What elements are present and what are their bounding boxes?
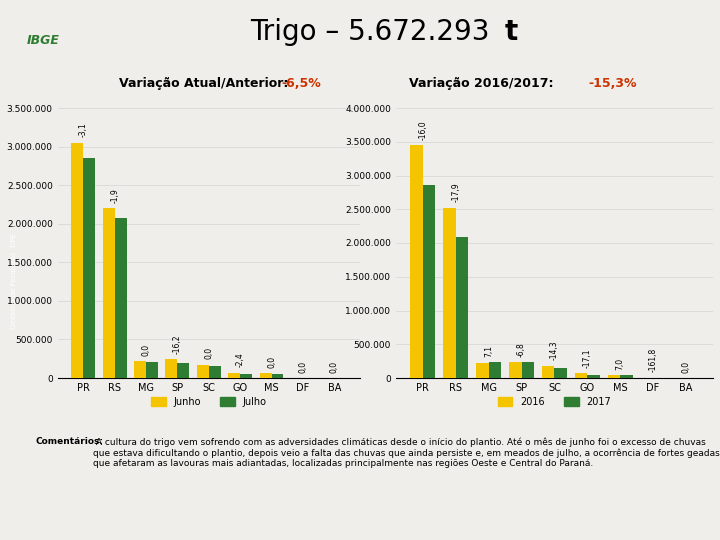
Text: 7,0: 7,0 — [616, 357, 625, 369]
Bar — [423, 185, 436, 378]
Text: 0,0: 0,0 — [330, 360, 339, 373]
Bar — [456, 237, 468, 378]
Bar — [177, 362, 189, 378]
Text: Diretoria de Pesquisas  DPE: Diretoria de Pesquisas DPE — [12, 233, 17, 329]
Bar — [84, 158, 95, 378]
Bar — [197, 365, 209, 378]
Text: 7,1: 7,1 — [484, 345, 493, 357]
Bar — [260, 373, 271, 378]
Bar — [71, 143, 84, 378]
Text: -16,0: -16,0 — [418, 120, 428, 140]
Bar — [575, 373, 588, 378]
Text: -3,1: -3,1 — [78, 123, 88, 137]
Text: -17,1: -17,1 — [582, 348, 592, 368]
Text: 0,0: 0,0 — [681, 360, 690, 373]
Text: -15,3%: -15,3% — [589, 77, 637, 90]
Text: -6,5%: -6,5% — [281, 77, 321, 90]
Text: t: t — [504, 18, 518, 46]
Bar — [444, 208, 456, 378]
Bar — [489, 362, 501, 378]
Text: IBGE: IBGE — [27, 34, 60, 47]
Bar — [521, 362, 534, 378]
Text: -2,4: -2,4 — [235, 353, 245, 367]
Text: -6,8: -6,8 — [517, 342, 526, 357]
Bar — [103, 208, 114, 378]
Text: -14,3: -14,3 — [550, 341, 559, 360]
Bar — [114, 218, 127, 378]
Bar — [146, 362, 158, 378]
Bar — [410, 145, 423, 378]
Text: Variação Atual/Anterior:: Variação Atual/Anterior: — [119, 77, 297, 90]
Bar — [209, 366, 221, 378]
Bar — [228, 373, 240, 378]
Bar — [588, 375, 600, 378]
Bar — [554, 368, 567, 378]
Bar — [476, 363, 489, 378]
Bar — [620, 375, 633, 378]
Text: 0,0: 0,0 — [299, 360, 307, 373]
Legend: Junho, Julho: Junho, Julho — [147, 393, 271, 411]
Bar — [134, 361, 146, 378]
Text: -16,2: -16,2 — [173, 335, 182, 354]
Text: -17,9: -17,9 — [451, 183, 460, 202]
Text: Trigo – 5.672.293: Trigo – 5.672.293 — [251, 18, 498, 46]
Text: A cultura do trigo vem sofrendo com as adversidades climáticas desde o início do: A cultura do trigo vem sofrendo com as a… — [93, 437, 720, 468]
Text: Variação 2016/2017:: Variação 2016/2017: — [409, 77, 562, 90]
Text: 0,0: 0,0 — [142, 343, 150, 356]
Text: -161,8: -161,8 — [649, 348, 657, 373]
Bar — [271, 374, 284, 378]
Bar — [166, 360, 177, 378]
Text: -1,9: -1,9 — [110, 188, 119, 203]
Bar — [509, 362, 521, 378]
Text: 0,0: 0,0 — [267, 356, 276, 368]
Legend: 2016, 2017: 2016, 2017 — [494, 393, 615, 411]
Bar — [542, 366, 554, 378]
Text: 0,0: 0,0 — [204, 347, 213, 360]
Bar — [240, 374, 252, 378]
Bar — [608, 375, 620, 378]
Text: Comentários:: Comentários: — [36, 437, 104, 447]
